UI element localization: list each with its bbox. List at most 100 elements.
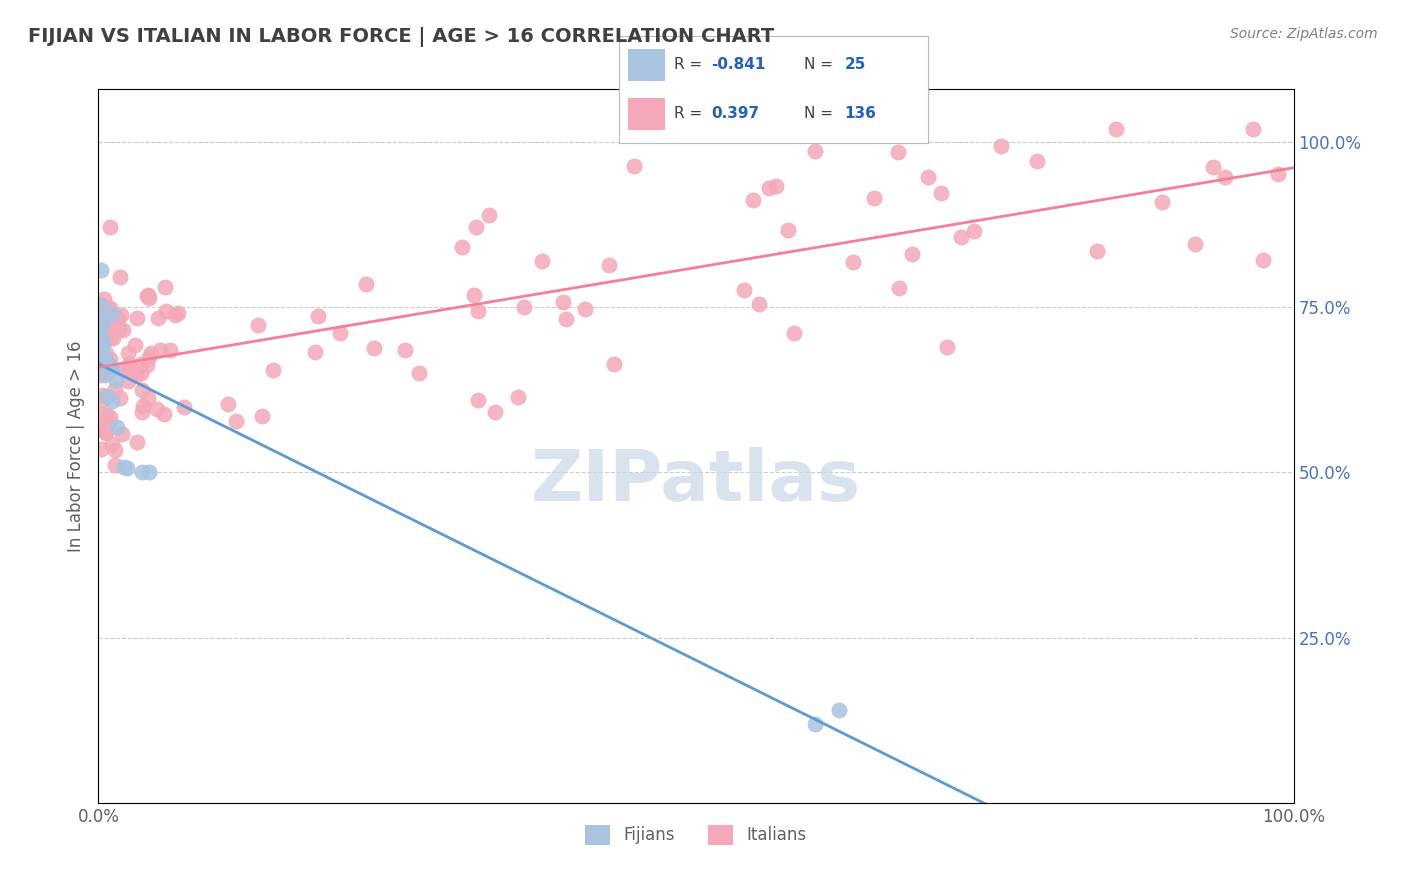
Point bbox=[105, 373, 128, 387]
Point bbox=[96, 318, 118, 333]
Point bbox=[478, 209, 501, 223]
Point bbox=[929, 186, 952, 200]
Point bbox=[98, 357, 121, 371]
Point bbox=[842, 255, 865, 269]
Point bbox=[159, 343, 181, 357]
Point bbox=[127, 434, 149, 449]
Text: R =: R = bbox=[675, 106, 713, 121]
Point bbox=[1251, 253, 1274, 268]
Point bbox=[1085, 244, 1108, 259]
Point bbox=[131, 384, 153, 398]
Point bbox=[506, 390, 529, 404]
Point bbox=[804, 144, 827, 158]
Point bbox=[127, 310, 149, 325]
Point bbox=[153, 280, 176, 294]
Point bbox=[90, 333, 112, 347]
Point bbox=[1026, 154, 1049, 169]
Point bbox=[97, 355, 120, 369]
Point bbox=[139, 346, 162, 360]
Point bbox=[741, 193, 763, 207]
Point bbox=[354, 277, 377, 291]
Point bbox=[90, 298, 112, 312]
Point bbox=[91, 407, 114, 421]
Point bbox=[1267, 167, 1289, 181]
Point bbox=[146, 310, 169, 325]
Point bbox=[131, 399, 153, 413]
Point bbox=[963, 224, 986, 238]
Point bbox=[136, 288, 159, 302]
Point bbox=[107, 311, 129, 326]
Point bbox=[765, 178, 787, 193]
Point bbox=[91, 387, 114, 401]
Point bbox=[804, 716, 827, 731]
Point bbox=[94, 368, 117, 383]
Point bbox=[155, 303, 177, 318]
Point bbox=[917, 170, 939, 185]
Point bbox=[467, 392, 489, 407]
Point bbox=[89, 337, 111, 351]
Point bbox=[1150, 195, 1173, 210]
Point bbox=[551, 295, 574, 310]
Point bbox=[889, 281, 911, 295]
Text: -0.841: -0.841 bbox=[711, 57, 766, 72]
Point bbox=[100, 319, 122, 334]
Point bbox=[1201, 160, 1223, 174]
Point bbox=[89, 328, 111, 343]
Point bbox=[89, 326, 111, 340]
Point bbox=[152, 407, 174, 421]
Point bbox=[513, 300, 536, 314]
Point bbox=[104, 443, 127, 458]
Text: N =: N = bbox=[804, 57, 838, 72]
Point bbox=[363, 342, 385, 356]
Point bbox=[103, 458, 125, 473]
Point bbox=[530, 254, 553, 268]
Point bbox=[135, 289, 157, 303]
Point bbox=[90, 358, 112, 372]
Point bbox=[250, 409, 273, 424]
Point bbox=[1184, 237, 1206, 252]
Point bbox=[125, 368, 148, 382]
FancyBboxPatch shape bbox=[628, 48, 665, 80]
Point bbox=[783, 326, 806, 341]
Point bbox=[100, 362, 122, 376]
Point bbox=[90, 263, 112, 277]
Point bbox=[93, 349, 115, 363]
Text: ZIPatlas: ZIPatlas bbox=[531, 447, 860, 516]
Point bbox=[246, 318, 269, 333]
Point bbox=[91, 310, 114, 325]
Point bbox=[1215, 170, 1237, 185]
Point bbox=[110, 362, 132, 376]
Point bbox=[467, 303, 489, 318]
Point bbox=[118, 363, 141, 377]
Point bbox=[98, 410, 121, 425]
Point bbox=[623, 159, 645, 173]
Point bbox=[97, 416, 120, 430]
Point bbox=[94, 425, 117, 440]
Point bbox=[828, 703, 851, 717]
Point bbox=[117, 345, 139, 359]
Point bbox=[104, 382, 127, 396]
Point bbox=[96, 408, 118, 422]
Point bbox=[90, 320, 112, 334]
Point bbox=[217, 397, 239, 411]
Point bbox=[90, 392, 112, 407]
Text: R =: R = bbox=[675, 57, 707, 72]
Point bbox=[101, 331, 124, 345]
Point bbox=[100, 394, 122, 409]
Point bbox=[93, 336, 115, 351]
Point bbox=[89, 322, 111, 336]
Point bbox=[100, 360, 122, 375]
Point bbox=[901, 247, 924, 261]
Point bbox=[862, 191, 884, 205]
Point bbox=[1241, 121, 1264, 136]
Point bbox=[101, 307, 124, 321]
Point bbox=[103, 308, 125, 322]
Point bbox=[91, 363, 114, 377]
Text: Source: ZipAtlas.com: Source: ZipAtlas.com bbox=[1230, 27, 1378, 41]
Point bbox=[166, 306, 188, 320]
Point bbox=[105, 420, 128, 434]
Point bbox=[463, 288, 485, 302]
Point bbox=[90, 356, 112, 370]
Point bbox=[138, 466, 160, 480]
Point bbox=[136, 391, 159, 405]
